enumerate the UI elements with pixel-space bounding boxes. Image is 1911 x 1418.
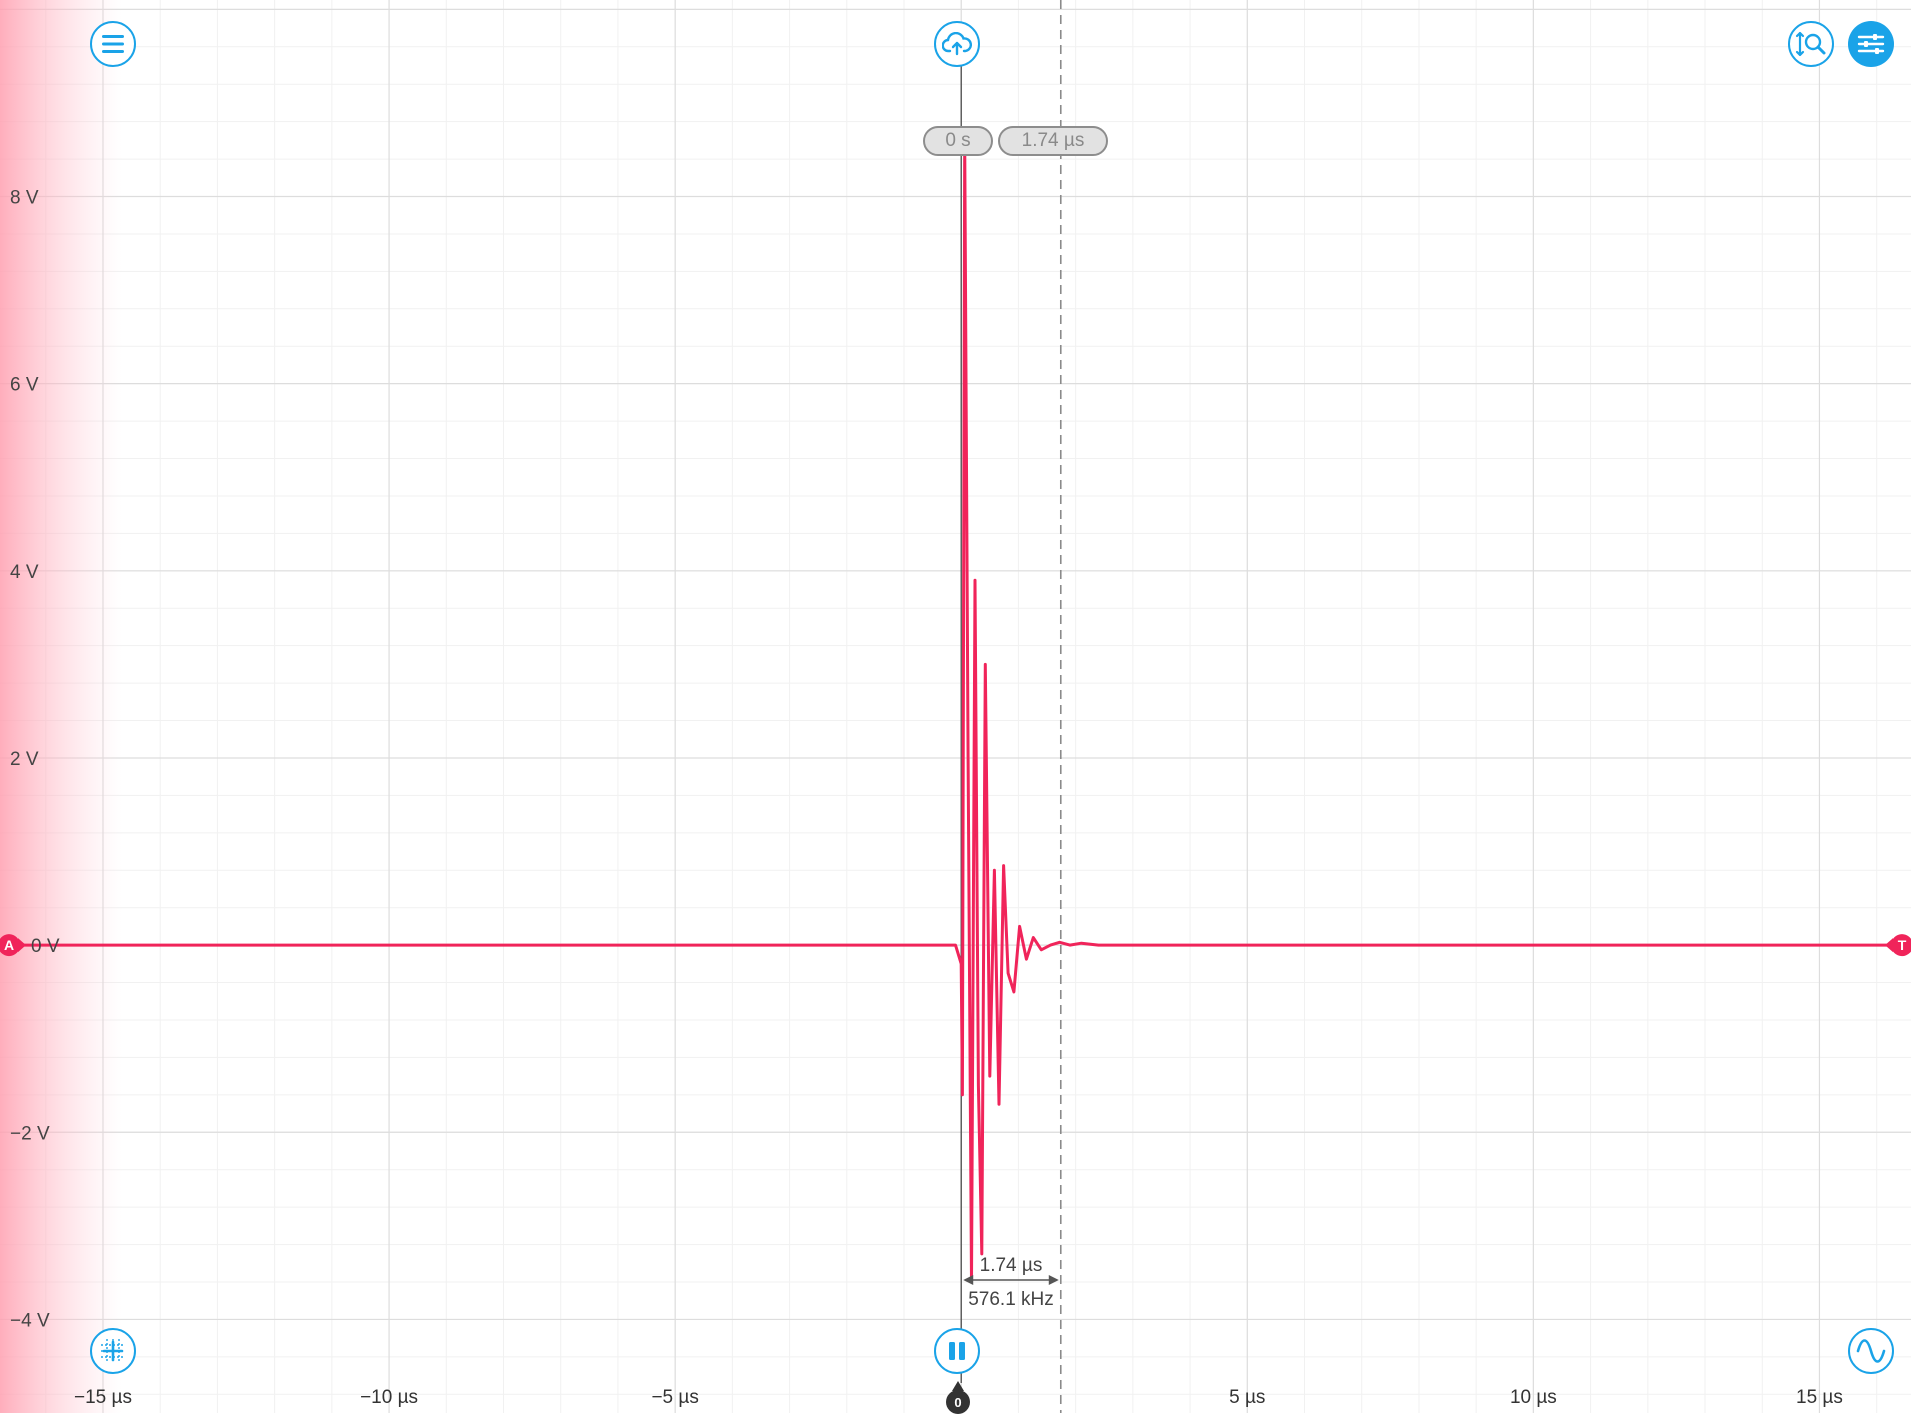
settings-button[interactable] [1848, 21, 1894, 67]
grid-cursor-button[interactable] [90, 1328, 136, 1374]
trigger-level-marker[interactable] [1891, 934, 1911, 957]
y-axis-tick-labels: −4 V −2 V 2 V 4 V 6 V 8 V 0 V [10, 188, 60, 1332]
x-axis-tick-labels: −15 µs −10 µs −5 µs 5 µs 10 µs 15 µs [74, 1387, 1843, 1408]
cloud-upload-button[interactable] [934, 21, 980, 67]
cursor-1-label[interactable]: 0 s [923, 126, 993, 156]
cursor-delta-measurement: 1.74 µs 576.1 kHz [963, 1255, 1059, 1310]
cursor-2-value: 1.74 µs [1021, 130, 1085, 151]
waveform-button[interactable] [1848, 1328, 1894, 1374]
x-tick-label: 15 µs [1796, 1387, 1843, 1408]
trigger-time-marker-label: 0 [954, 1394, 962, 1410]
y-tick-label: −2 V [10, 1123, 50, 1144]
hamburger-menu-icon [102, 35, 124, 53]
menu-button[interactable] [90, 21, 136, 67]
y-tick-label: 0 V [31, 936, 60, 957]
pause-icon [949, 1342, 965, 1360]
delta-arrow-left [963, 1275, 974, 1285]
trigger-time-marker[interactable]: 0 [946, 1381, 970, 1414]
y-tick-label: −4 V [10, 1310, 50, 1331]
channel-a-marker-label: A [4, 937, 14, 953]
x-tick-label: 5 µs [1229, 1387, 1265, 1408]
cursor-2-label[interactable]: 1.74 µs [998, 126, 1108, 156]
x-tick-label: −5 µs [651, 1387, 698, 1408]
sine-wave-icon [1856, 1339, 1886, 1363]
delta-time-value: 1.74 µs [980, 1255, 1043, 1276]
y-tick-label: 4 V [10, 562, 39, 583]
trigger-level-marker-label: T [1898, 937, 1907, 953]
cursor-lines[interactable] [960, 0, 1062, 1413]
x-tick-label: 10 µs [1510, 1387, 1557, 1408]
cloud-upload-icon [942, 32, 972, 56]
delta-frequency-value: 576.1 kHz [968, 1289, 1054, 1310]
cursor-1-value: 0 s [945, 130, 971, 151]
y-tick-label: 8 V [10, 188, 39, 209]
pause-button[interactable] [934, 1328, 980, 1374]
channel-a-marker-pointer [18, 938, 26, 953]
crosshair-grid-icon [101, 1339, 125, 1363]
x-tick-label: −15 µs [74, 1387, 132, 1408]
channel-a-trace [0, 138, 1911, 1284]
x-tick-label: −10 µs [360, 1387, 418, 1408]
vertical-zoom-button[interactable] [1788, 21, 1834, 67]
delta-arrow-right [1048, 1275, 1059, 1285]
sliders-settings-icon [1857, 34, 1885, 54]
trigger-level-marker-pointer [1885, 938, 1893, 953]
vertical-zoom-magnifier-icon [1795, 31, 1826, 57]
out-of-range-shade [0, 0, 122, 1413]
y-tick-label: 2 V [10, 749, 39, 770]
channel-a-marker[interactable] [0, 934, 20, 957]
y-tick-label: 6 V [10, 375, 39, 396]
